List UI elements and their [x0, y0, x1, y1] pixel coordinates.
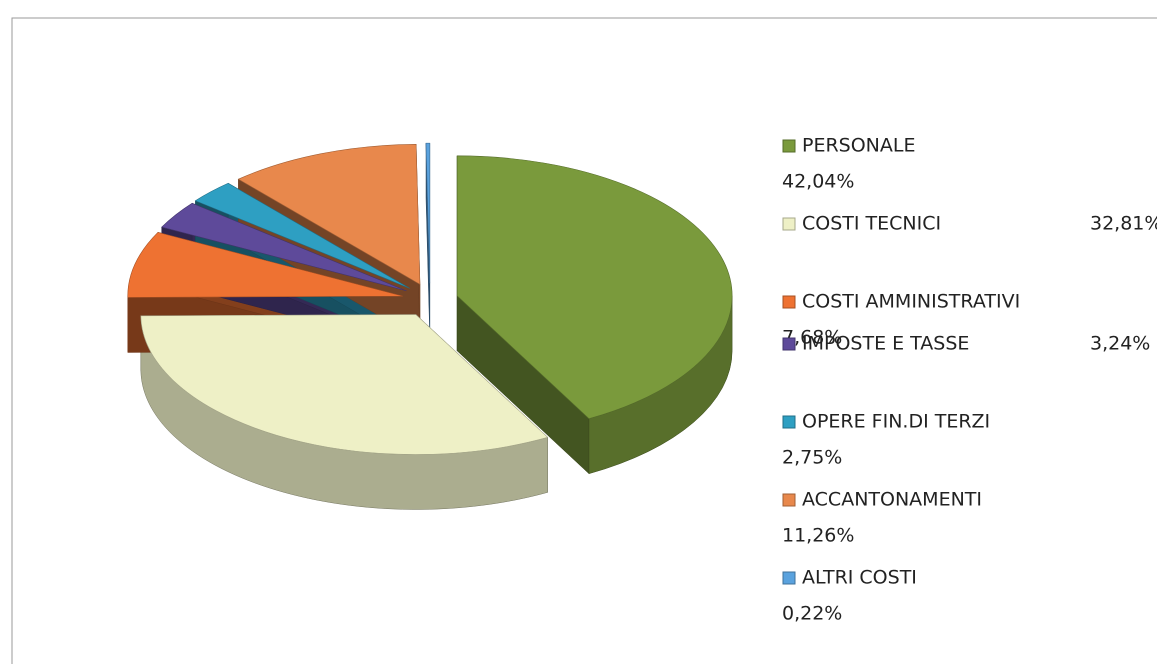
- slice: [127, 232, 403, 298]
- slice: [194, 182, 410, 289]
- legend-label: OPERE FIN.DI TERZI: [802, 411, 990, 433]
- legend-value: 42,04%: [782, 171, 854, 193]
- legend-swatch: [782, 295, 796, 309]
- slice: [425, 142, 431, 284]
- legend-swatch: [782, 217, 796, 231]
- slice: [140, 314, 549, 455]
- legend-label: COSTI AMMINISTRATIVI: [802, 291, 1020, 313]
- legend-value: 32,81%: [1090, 213, 1157, 235]
- legend-value: 2,75%: [782, 447, 842, 469]
- legend-swatch: [782, 415, 796, 429]
- slice: [456, 155, 733, 420]
- chart-frame: [11, 17, 1157, 664]
- legend-swatch: [782, 139, 796, 153]
- legend-value: 7,68%: [782, 327, 842, 349]
- legend-swatch: [782, 337, 796, 351]
- legend-label: ALTRI COSTI: [802, 567, 917, 589]
- legend-label: PERSONALE: [802, 135, 915, 157]
- legend-swatch: [782, 493, 796, 507]
- slice: [161, 202, 407, 292]
- legend-value: 11,26%: [782, 525, 854, 547]
- legend-value: 3,24%: [1090, 333, 1150, 355]
- legend-value: 0,22%: [782, 603, 842, 625]
- legend-label: ACCANTONAMENTI: [802, 489, 982, 511]
- legend-label: COSTI TECNICI: [802, 213, 941, 235]
- legend-swatch: [782, 571, 796, 585]
- slice: [237, 144, 421, 285]
- legend-label: IMPOSTE E TASSE: [802, 333, 969, 355]
